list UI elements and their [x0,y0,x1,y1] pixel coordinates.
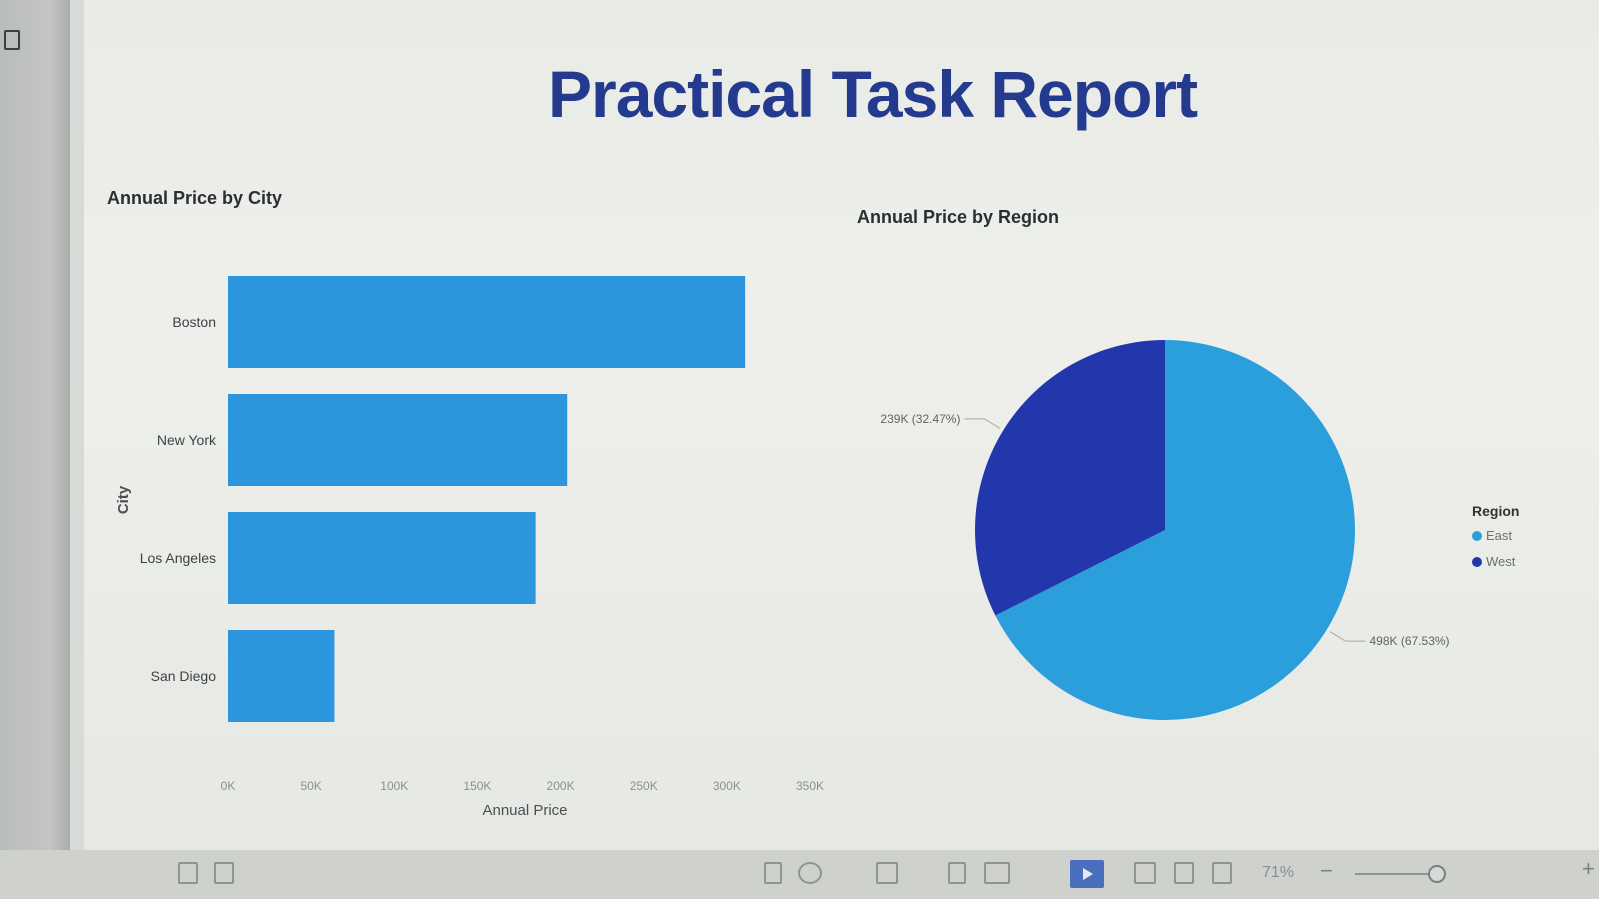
zoom-level[interactable]: 71% [1262,864,1295,881]
data-label-west: 239K (32.47%) [880,412,960,426]
legend-label-east: East [1486,528,1512,543]
legend-marker-west [1472,557,1482,567]
fullscreen-icon[interactable] [1212,862,1232,884]
bar-chart-title: Annual Price by City [107,188,283,208]
x-tick-label: 200K [547,779,575,793]
legend-label-west: West [1486,554,1516,569]
pie-slice-east [995,340,1355,721]
category-label: New York [157,432,217,448]
status-bar: 71% − + [0,850,1599,899]
pie-chart-title: Annual Price by Region [857,207,1060,227]
data-label-leader [1329,631,1366,642]
fit-page-icon[interactable] [1174,862,1194,884]
x-tick-label: 250K [630,779,658,793]
category-label: Los Angeles [140,550,216,566]
present-button[interactable] [1070,860,1104,888]
x-tick-label: 100K [380,779,408,793]
bar-new-york [228,394,568,486]
two-page-icon[interactable] [984,862,1010,884]
fit-width-icon[interactable] [876,862,898,884]
category-label: Boston [172,314,216,330]
image-icon[interactable] [4,30,20,50]
x-tick-label: 300K [713,779,741,793]
view-icon[interactable] [798,862,822,884]
left-rail [0,0,70,899]
filter-icon[interactable] [764,862,782,884]
data-label-leader [964,418,1001,429]
data-label-east: 498K (67.53%) [1370,634,1450,648]
bar-boston [228,276,746,368]
zoom-slider[interactable] [1355,873,1437,875]
x-tick-label: 0K [221,779,236,793]
bar-san-diego [228,630,335,722]
pie-slice-west [975,340,1165,616]
legend-marker-east [1472,531,1482,541]
x-tick-label: 350K [796,779,824,793]
legend-title: Region [1472,503,1519,519]
next-page-icon[interactable] [214,862,234,884]
y-axis-title: City [115,485,132,514]
single-page-icon[interactable] [948,862,966,884]
bar-los-angeles [228,512,536,604]
zoom-slider-handle[interactable] [1428,865,1446,883]
prev-page-icon[interactable] [178,862,198,884]
report-title: Practical Task Report [548,57,1198,131]
zoom-out-button[interactable]: − [1320,858,1333,883]
zoom-in-button[interactable]: + [1582,856,1595,881]
x-axis-title: Annual Price [482,802,567,819]
x-tick-label: 150K [463,779,491,793]
actual-size-icon[interactable] [1134,862,1156,884]
category-label: San Diego [151,668,217,684]
x-tick-label: 50K [300,779,321,793]
